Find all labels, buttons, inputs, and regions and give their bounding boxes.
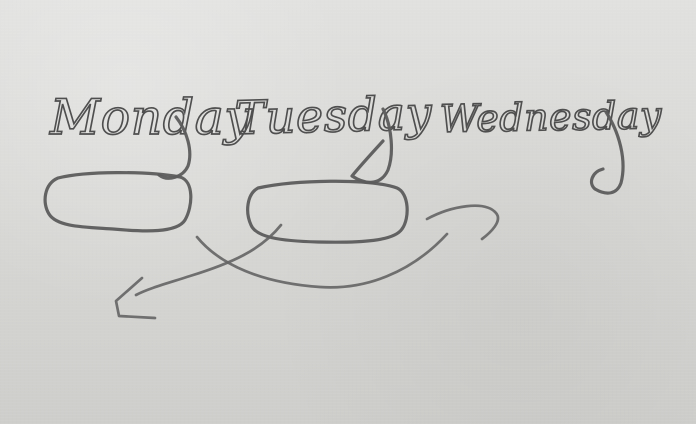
monday-to-wednesday-arrowhead xyxy=(425,204,500,241)
tuesday-to-monday-arrowhead xyxy=(114,276,157,320)
tuesday-label: Tuesday xyxy=(234,86,433,145)
tuesday-to-monday-arrow xyxy=(134,223,283,297)
monday-label: Monday xyxy=(49,89,253,146)
monday-oval xyxy=(43,171,193,233)
wednesday-label: Wednesday xyxy=(439,93,662,141)
monday-descender-stroke xyxy=(157,115,192,180)
wednesday-descender-stroke xyxy=(589,110,625,195)
tuesday-descender-stroke xyxy=(350,107,393,184)
monday-to-wednesday-arrow xyxy=(195,232,449,289)
tuesday-oval xyxy=(246,179,409,244)
